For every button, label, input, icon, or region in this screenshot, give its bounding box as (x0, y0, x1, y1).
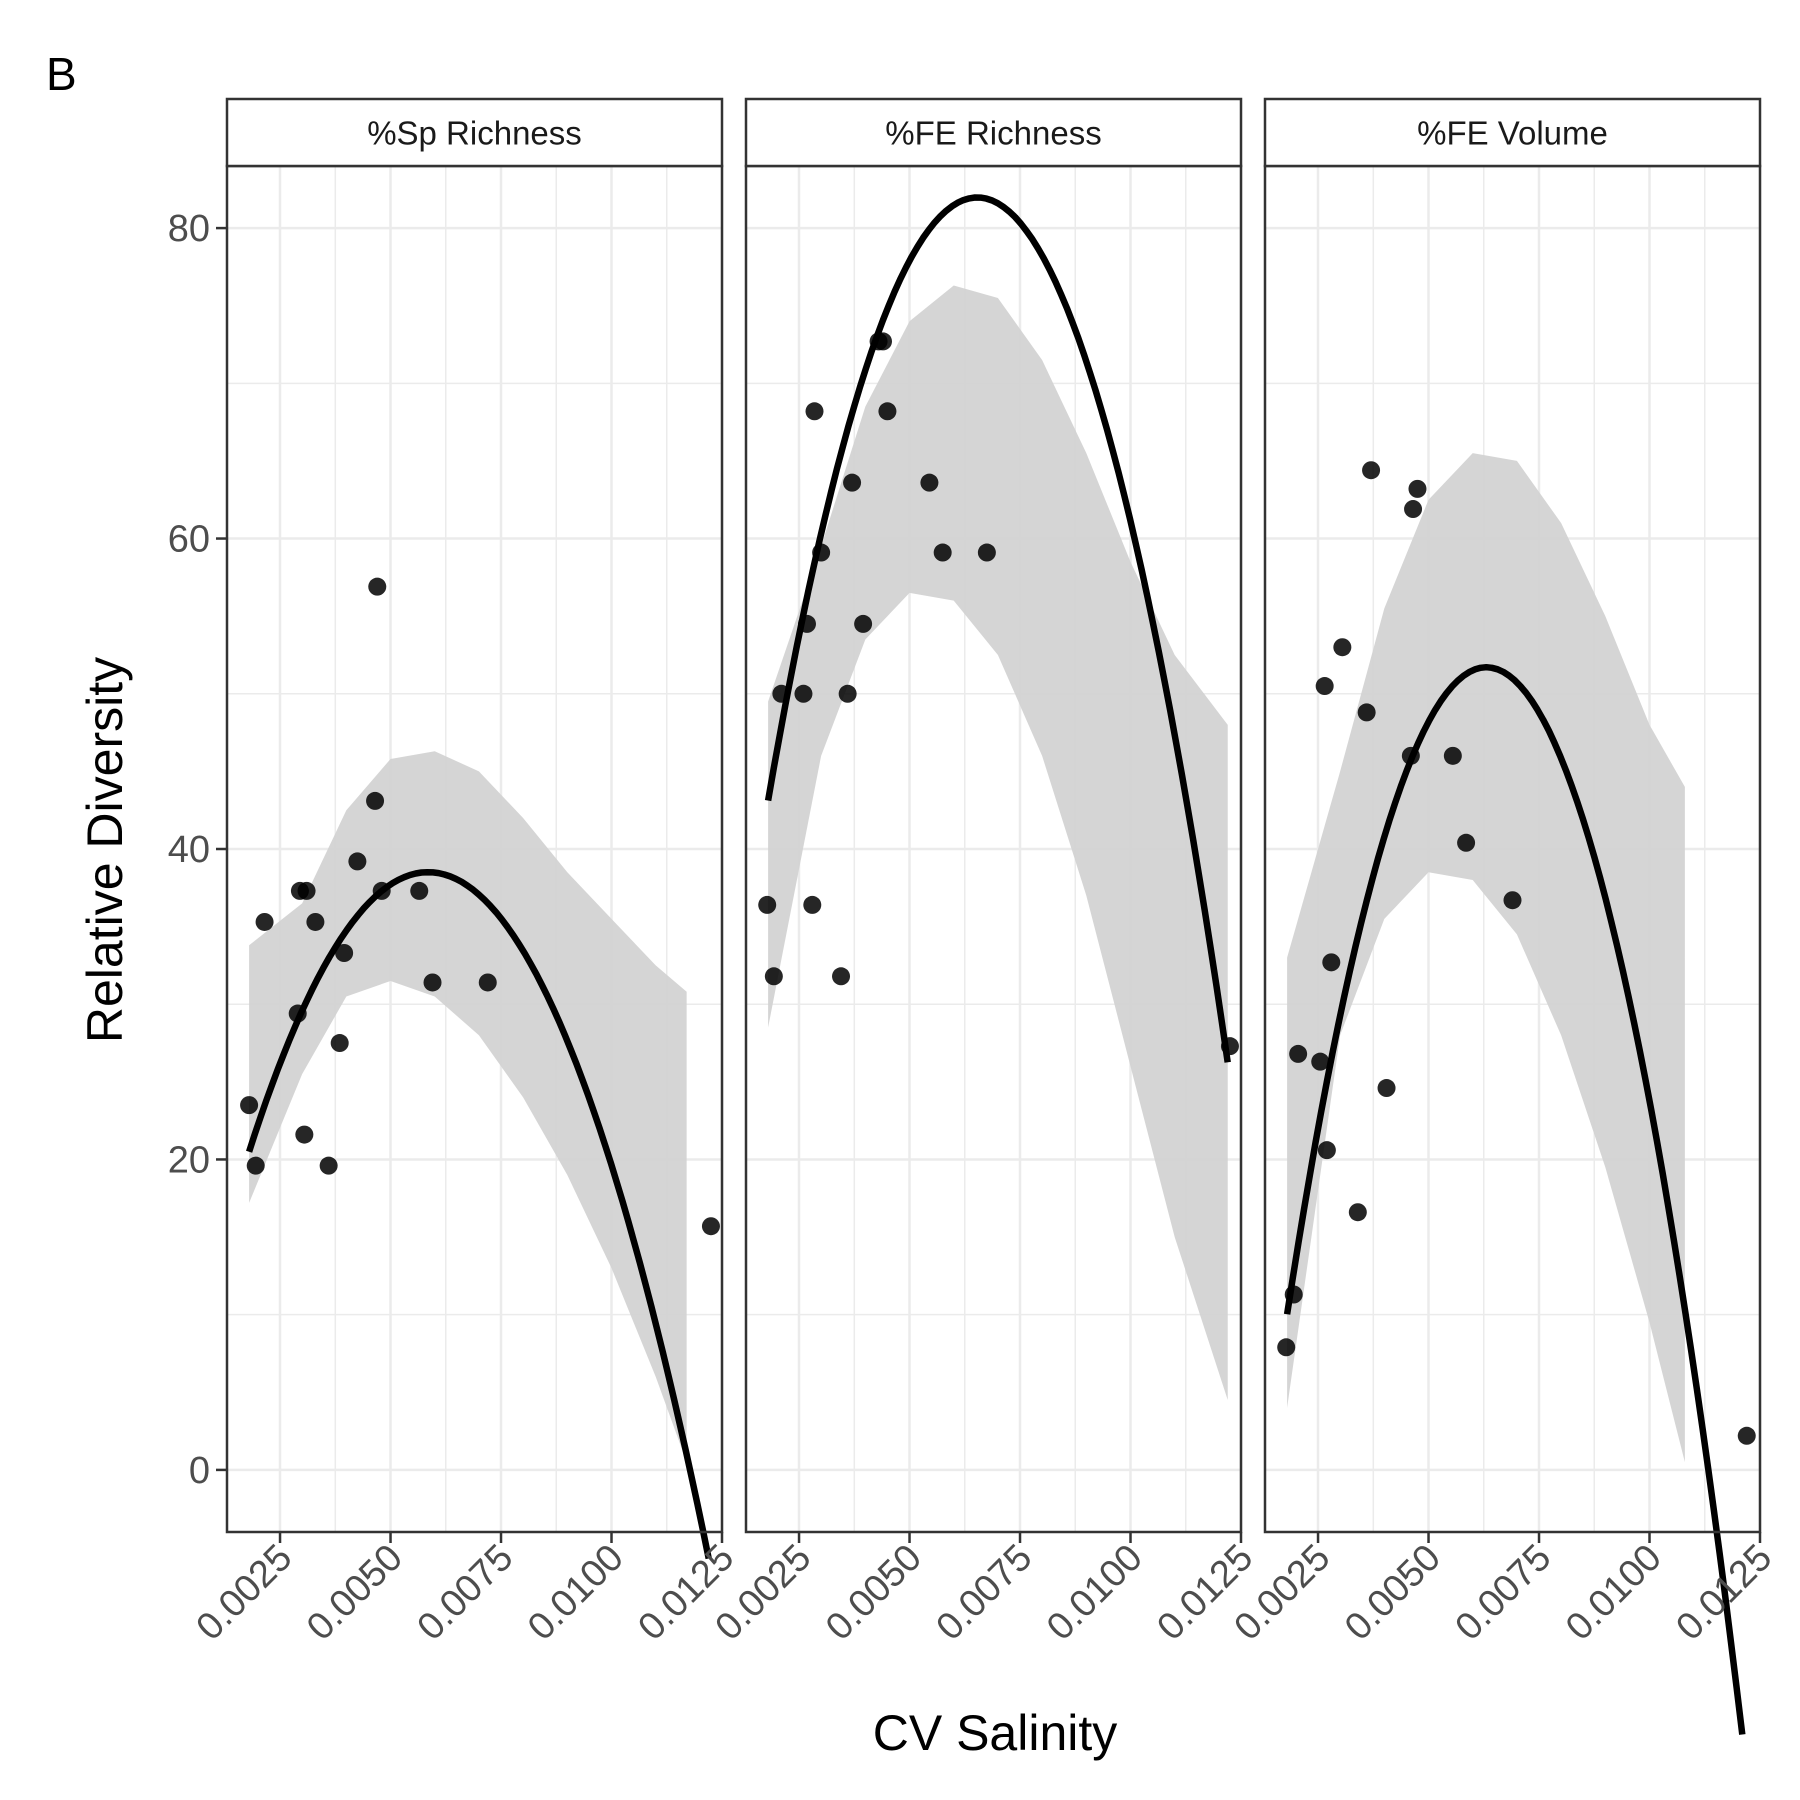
data-point (794, 684, 813, 703)
data-point (977, 543, 996, 562)
fit-curve (1283, 663, 1746, 1735)
data-point (335, 944, 354, 963)
confidence-ribbon (1287, 453, 1685, 1463)
fit-curve (764, 194, 1231, 1063)
x-tick-label: 0.0100 (1558, 1537, 1670, 1649)
data-point (366, 791, 385, 810)
facet-strip (225, 97, 724, 168)
x-tick-label: 0.0075 (928, 1537, 1040, 1649)
data-point (758, 895, 777, 914)
fit-curve (246, 868, 712, 1560)
data-point (1348, 1203, 1367, 1222)
data-point (423, 973, 442, 992)
x-tick-label: 0.0100 (1039, 1537, 1151, 1649)
data-point (1315, 677, 1334, 696)
data-point (246, 1156, 265, 1175)
data-point (803, 895, 822, 914)
data-point (1311, 1052, 1330, 1071)
data-point (838, 684, 857, 703)
x-tick-label: 0.0050 (818, 1537, 930, 1649)
data-point (368, 577, 387, 596)
y-tick-label: 0 (189, 1450, 210, 1492)
data-point (478, 973, 497, 992)
data-point (701, 1217, 720, 1236)
data-point (1377, 1079, 1396, 1098)
facet-strip-label: %FE Richness (885, 115, 1101, 152)
facet-strip-label: %Sp Richness (367, 115, 582, 152)
data-point (1404, 500, 1423, 519)
facet-strip-label: %FE Volume (1417, 115, 1608, 152)
confidence-ribbon (768, 285, 1228, 1401)
data-point (933, 543, 952, 562)
data-point (240, 1096, 259, 1115)
x-tick-label: 0.0050 (1337, 1537, 1449, 1649)
data-point (1277, 1338, 1296, 1357)
data-point (1289, 1044, 1308, 1063)
x-tick-label: 0.0100 (520, 1537, 632, 1649)
x-axis-title: CV Salinity (873, 1705, 1118, 1761)
data-point (1457, 833, 1476, 852)
y-tick-label: 80 (168, 208, 210, 250)
facet-strip (1263, 97, 1762, 168)
data-point (1443, 746, 1462, 765)
y-tick-label: 20 (168, 1139, 210, 1181)
y-tick-label: 60 (168, 519, 210, 561)
y-axis: 0 20 40 60 80 (168, 208, 227, 1492)
data-point (878, 402, 897, 421)
data-point (920, 473, 939, 492)
data-point (348, 852, 367, 871)
x-tick-label: 0.0075 (1447, 1537, 1559, 1649)
data-point (1322, 953, 1341, 972)
confidence-ribbon (249, 751, 687, 1463)
data-point (1408, 479, 1427, 498)
data-point (330, 1034, 349, 1053)
data-point (295, 1125, 314, 1144)
data-point (1737, 1426, 1756, 1445)
data-point (843, 473, 862, 492)
data-point (832, 967, 851, 986)
facet-panel: %FE Richness0.00250.00500.00750.01000.01… (708, 97, 1261, 1649)
x-tick-label: 0.0075 (409, 1537, 521, 1649)
data-point (1362, 461, 1381, 480)
facet-panels: %Sp Richness0.00250.00500.00750.01000.01… (189, 97, 1780, 1735)
data-point (306, 912, 325, 931)
data-point (1503, 891, 1522, 910)
data-point (297, 881, 316, 900)
data-point (255, 912, 274, 931)
data-point (1317, 1141, 1336, 1160)
x-tick-label: 0.0050 (299, 1537, 411, 1649)
facet-strip (744, 97, 1243, 168)
x-tick-label: 0.0025 (189, 1537, 301, 1649)
data-point (854, 614, 873, 633)
data-point (319, 1156, 338, 1175)
panel-letter: B (46, 48, 77, 100)
data-point (1357, 703, 1376, 722)
data-point (1333, 638, 1352, 657)
data-point (764, 967, 783, 986)
data-point (805, 402, 824, 421)
data-point (410, 881, 429, 900)
y-axis-title: Relative Diversity (77, 657, 133, 1043)
facet-panel: %Sp Richness0.00250.00500.00750.01000.01… (189, 97, 742, 1649)
y-tick-label: 40 (168, 829, 210, 871)
x-tick-label: 0.0125 (1668, 1537, 1780, 1649)
